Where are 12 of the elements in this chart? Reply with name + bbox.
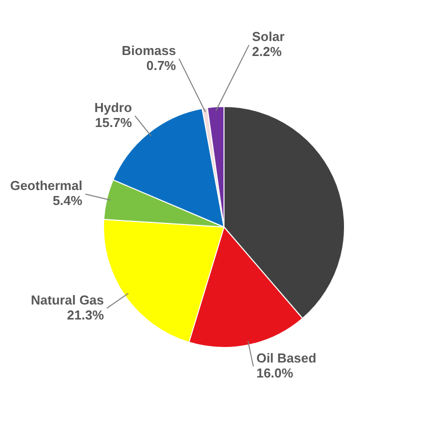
data-label: 2.2% — [252, 44, 282, 60]
slice-label: Oil Based — [256, 350, 316, 366]
slice-label: Natural Gas — [30, 292, 104, 308]
slice-label: Solar — [252, 29, 285, 44]
data-label: 0.7% — [146, 58, 176, 73]
data-label: 16.0% — [256, 366, 294, 381]
data-label: 21.3% — [67, 307, 104, 322]
slice-label: Biomass — [122, 42, 176, 58]
slice-label: Geothermal — [10, 178, 82, 194]
slice-label: Hydro — [94, 100, 132, 115]
data-label: 15.7% — [95, 114, 132, 130]
data-label: 5.4% — [52, 193, 83, 208]
